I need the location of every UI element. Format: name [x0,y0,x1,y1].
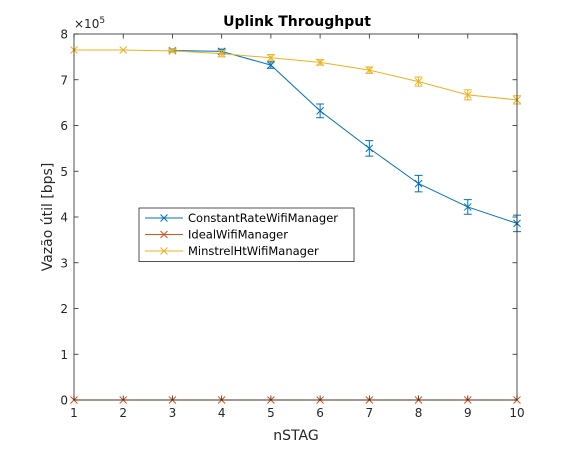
data-point-marker [414,77,423,86]
x-tick-label: 3 [169,406,177,420]
x-tick-label: 10 [509,406,524,420]
data-point-marker [119,46,128,54]
y-tick-label: 3 [60,256,68,270]
x-tick-label: 4 [218,406,226,420]
y-tick-label: 0 [60,394,68,408]
y-axis-label: Vazão útil [bps] [40,163,56,272]
legend-entry-label: ConstantRateWifiManager [188,211,338,225]
series-line [74,49,518,101]
legend-marker [160,247,168,255]
x-axis-label: nSTAG [273,428,318,444]
chart-title: Uplink Throughput [223,14,371,30]
x-tick-label: 1 [70,406,78,420]
data-point-marker [267,61,275,69]
y-axis-exponent: ×105 [74,16,105,31]
data-point-marker [168,47,177,55]
x-tick-label: 7 [366,406,374,420]
series-ConstantRateWifiManager [168,46,521,233]
y-axis-exponent-base: ×10 [74,17,99,31]
legend-entry-label: MinstrelHtWifiManager [188,244,319,258]
y-tick-label: 5 [60,165,68,179]
data-point-marker [414,179,423,188]
data-point-marker [267,53,275,62]
legend-entry-label: IdealWifiManager [188,228,288,242]
data-point-marker [463,203,472,211]
legend: ConstantRateWifiManager IdealWifiManager M… [138,207,355,262]
data-point-marker [316,107,324,115]
y-tick-label: 4 [60,211,68,225]
x-tick-label: 2 [119,406,127,420]
y-tick-label: 1 [60,348,68,362]
y-tick-label: 8 [60,28,68,42]
y-tick-label: 2 [60,302,68,316]
data-point-marker [365,144,374,153]
x-tick-label: 5 [267,406,275,420]
legend-marker [160,230,168,239]
series-MinstrelHtWifiManager [70,46,521,105]
data-point-marker [365,66,374,74]
legend-marker [160,214,168,222]
data-point-marker [217,49,226,58]
y-tick-label: 6 [60,119,68,133]
x-tick-label: 8 [415,406,423,420]
data-point-marker [316,58,324,67]
data-point-marker [463,90,472,99]
x-tick-label: 6 [316,406,324,420]
y-axis-exponent-power: 5 [99,16,105,26]
x-tick-label: 9 [464,406,472,420]
y-tick-label: 7 [60,73,68,87]
series-line [172,49,518,224]
